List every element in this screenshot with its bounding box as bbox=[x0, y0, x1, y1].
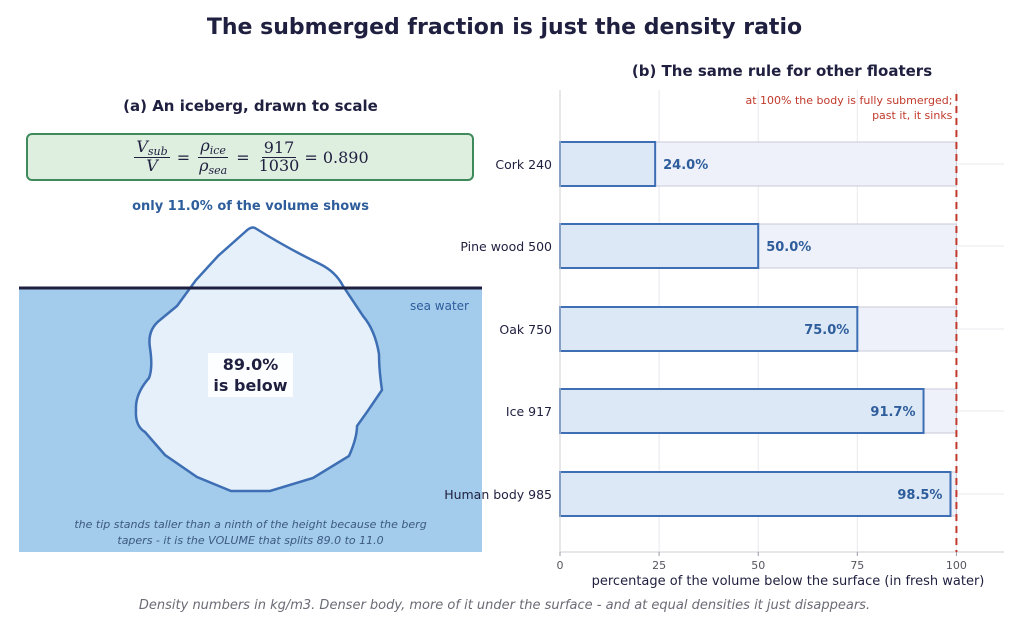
bar-value-label: 98.5% bbox=[897, 488, 942, 503]
figure-caption: Density numbers in kg/m3. Denser body, m… bbox=[138, 598, 871, 613]
v-symbol: V bbox=[146, 156, 158, 176]
category-label: Human body 985 bbox=[444, 487, 552, 502]
vsub-symbol: V bbox=[136, 136, 148, 156]
x-tick-label: 50 bbox=[751, 559, 765, 572]
x-tick-label: 100 bbox=[946, 559, 967, 572]
bar bbox=[559, 141, 657, 187]
bar-value-label: 75.0% bbox=[804, 323, 849, 338]
rho-sea-symbol: ρ bbox=[199, 155, 209, 175]
bar-value-label: 91.7% bbox=[870, 405, 915, 420]
panel-a-title: (a) An iceberg, drawn to scale bbox=[123, 97, 378, 115]
bar bbox=[559, 223, 760, 269]
category-label: Cork 240 bbox=[495, 157, 552, 172]
submerged-percent-value: 89.0% bbox=[222, 355, 279, 374]
bar bbox=[559, 388, 925, 434]
tip-note-line-1: the tip stands taller than a ninth of th… bbox=[74, 518, 427, 531]
submersion-annotation-line-1: at 100% the body is fully submerged; bbox=[745, 94, 952, 107]
rho-ice-subscript: ice bbox=[209, 143, 226, 157]
panel-b-title: (b) The same rule for other floaters bbox=[631, 62, 933, 80]
tip-explanation-note: the tip stands taller than a ninth of th… bbox=[19, 517, 482, 549]
bar-value-label: 24.0% bbox=[663, 158, 708, 173]
x-tick-label: 25 bbox=[652, 559, 666, 572]
visible-volume-note: only 11.0% of the volume shows bbox=[132, 199, 369, 214]
submerged-percent-label: 89.0% is below bbox=[208, 353, 293, 397]
x-tick-label: 75 bbox=[850, 559, 864, 572]
numeric-ratio: 917 1030 bbox=[257, 137, 302, 175]
sea-density-value: 1030 bbox=[258, 155, 300, 175]
category-label: Pine wood 500 bbox=[460, 239, 552, 254]
bar bbox=[559, 471, 952, 517]
tip-note-line-2: tapers - it is the VOLUME that splits 89… bbox=[117, 534, 384, 547]
bar-value-label: 50.0% bbox=[766, 240, 811, 255]
sea-water-label: sea water bbox=[410, 299, 469, 313]
x-axis-label: percentage of the volume below the surfa… bbox=[591, 574, 985, 589]
submerged-percent-text: is below bbox=[213, 376, 288, 395]
category-label: Ice 917 bbox=[506, 404, 552, 419]
ice-density-value: 917 bbox=[261, 137, 297, 158]
iceberg-illustration bbox=[19, 226, 482, 552]
x-tick-label: 0 bbox=[557, 559, 564, 572]
volume-ratio: Vsub V bbox=[134, 136, 170, 176]
rho-ice-symbol: ρ bbox=[200, 135, 210, 155]
ratio-result: = 0.890 bbox=[304, 147, 369, 167]
density-formula: Vsub V = ρice ρsea = 917 1030 = 0.890 bbox=[26, 133, 474, 181]
category-label: Oak 750 bbox=[499, 322, 552, 337]
rho-sea-subscript: sea bbox=[208, 163, 228, 177]
vsub-subscript: sub bbox=[147, 144, 168, 158]
density-ratio: ρice ρsea bbox=[197, 135, 229, 177]
submersion-annotation-line-2: past it, it sinks bbox=[872, 109, 953, 122]
main-title: The submerged fraction is just the densi… bbox=[206, 15, 803, 40]
